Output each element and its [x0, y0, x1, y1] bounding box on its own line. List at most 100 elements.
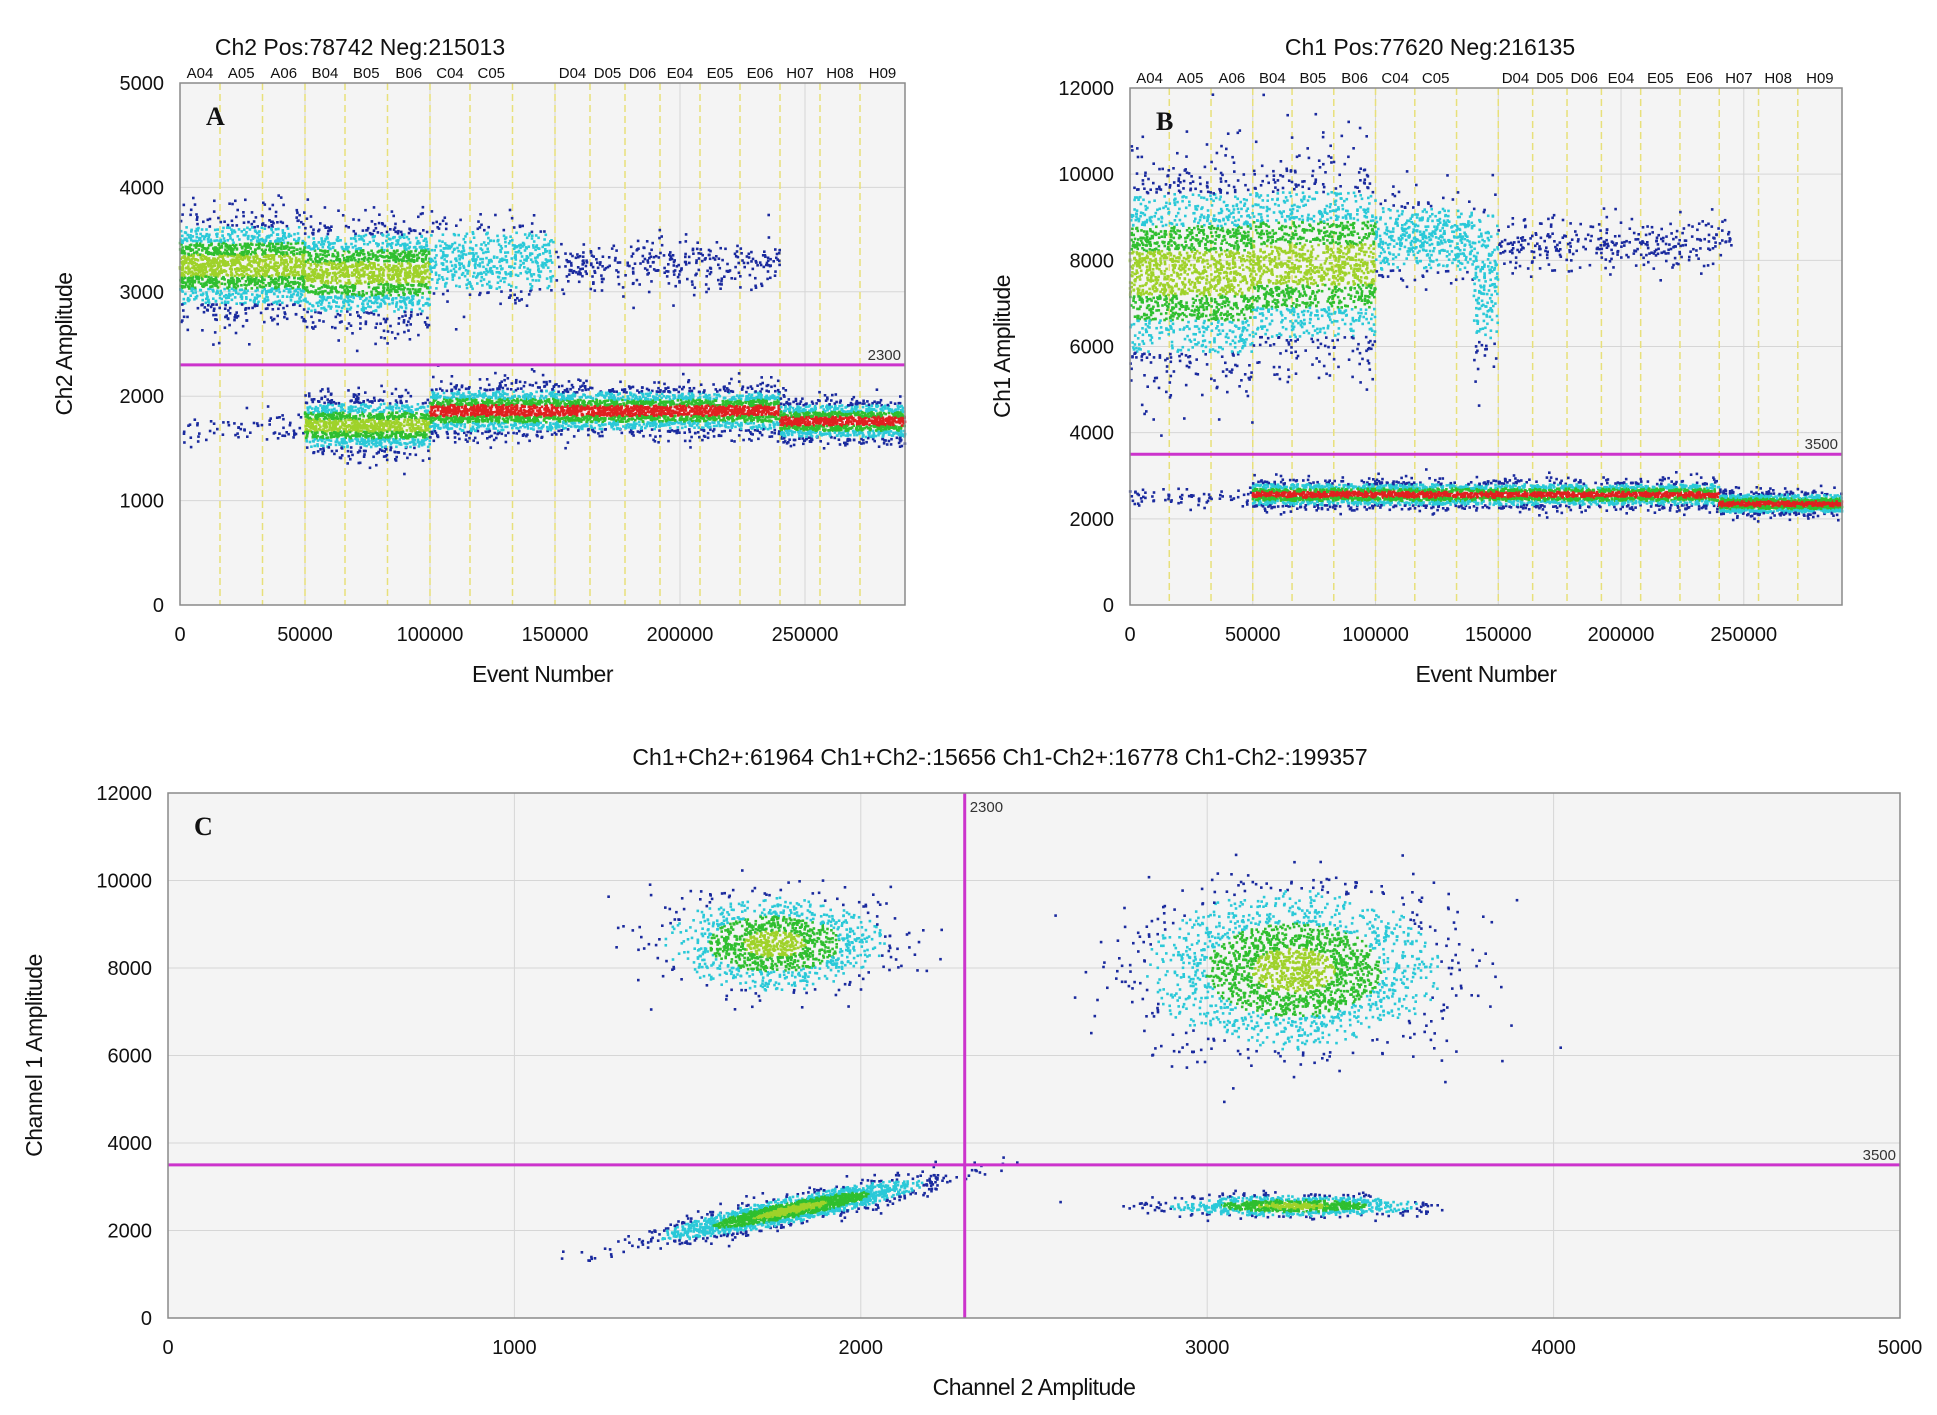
droplet-point	[216, 249, 219, 252]
droplet-point	[240, 296, 243, 299]
droplet-point	[190, 270, 193, 273]
droplet-point	[244, 266, 247, 269]
droplet-point	[251, 278, 254, 281]
droplet-point	[247, 278, 250, 281]
droplet-point	[258, 295, 261, 298]
droplet-point	[221, 270, 224, 273]
droplet-point	[280, 257, 283, 260]
droplet-point	[260, 312, 263, 315]
droplet-point	[291, 271, 294, 274]
droplet-point	[194, 273, 197, 276]
droplet-point	[183, 298, 186, 301]
droplet-point	[292, 274, 295, 277]
droplet-point	[243, 271, 246, 274]
droplet-point	[235, 262, 238, 265]
droplet-point	[249, 247, 252, 250]
droplet-point	[212, 289, 215, 292]
droplet-point	[252, 237, 255, 240]
droplet-point	[227, 317, 230, 320]
droplet-point	[285, 287, 288, 290]
droplet-point	[222, 256, 225, 259]
droplet-point	[235, 283, 238, 286]
droplet-point	[272, 243, 275, 246]
droplet-point	[181, 241, 184, 244]
droplet-point	[192, 197, 195, 200]
droplet-point	[253, 300, 256, 303]
droplet-point	[281, 242, 284, 245]
droplet-point	[208, 236, 211, 239]
droplet-point	[182, 266, 185, 269]
droplet-point	[297, 294, 300, 297]
droplet-point	[223, 288, 226, 291]
droplet-point	[212, 297, 215, 300]
droplet-point	[220, 241, 223, 244]
droplet-point	[243, 228, 246, 231]
droplet-point	[234, 314, 237, 317]
droplet-point	[230, 259, 233, 262]
droplet-point	[298, 237, 301, 240]
droplet-point	[261, 223, 264, 226]
droplet-point	[299, 296, 302, 299]
droplet-point	[201, 303, 204, 306]
droplet-point	[230, 271, 233, 274]
droplet-point	[248, 307, 251, 310]
droplet-point	[207, 241, 210, 244]
droplet-point	[286, 295, 289, 298]
droplet-point	[241, 247, 244, 250]
droplet-point	[205, 228, 208, 231]
droplet-point	[182, 249, 185, 252]
droplet-point	[272, 308, 275, 311]
droplet-point	[232, 281, 235, 284]
droplet-point	[212, 343, 215, 346]
droplet-point	[297, 277, 300, 280]
droplet-point	[227, 302, 230, 305]
droplet-point	[283, 232, 286, 235]
droplet-point	[302, 268, 305, 271]
droplet-point	[188, 268, 191, 271]
droplet-point	[188, 283, 191, 286]
droplet-point	[210, 276, 213, 279]
droplet-point	[209, 218, 212, 221]
droplet-point	[300, 300, 303, 303]
droplet-point	[191, 287, 194, 290]
droplet-point	[292, 281, 295, 284]
droplet-point	[224, 307, 227, 310]
droplet-point	[273, 282, 276, 285]
droplet-point	[220, 221, 223, 224]
droplet-point	[226, 246, 229, 249]
droplet-point	[231, 293, 234, 296]
droplet-point	[292, 293, 295, 296]
droplet-point	[266, 245, 269, 248]
droplet-point	[221, 230, 224, 233]
droplet-point	[254, 248, 257, 251]
droplet-point	[243, 289, 246, 292]
droplet-point	[303, 211, 306, 214]
droplet-point	[285, 245, 288, 248]
droplet-point	[196, 236, 199, 239]
droplet-point	[220, 298, 223, 301]
droplet-point	[249, 299, 252, 302]
droplet-point	[188, 299, 191, 302]
droplet-point	[293, 303, 296, 306]
droplet-point	[279, 247, 282, 250]
droplet-point	[219, 260, 222, 263]
droplet-point	[303, 282, 306, 285]
droplet-point	[216, 235, 219, 238]
droplet-point	[207, 238, 210, 241]
figure: 23000 50000 100000 150000 200000 250000010002…	[0, 0, 1937, 1415]
droplet-point	[213, 240, 216, 243]
droplet-point	[248, 343, 251, 346]
droplet-point	[261, 215, 264, 218]
droplet-point	[241, 230, 244, 233]
droplet-point	[213, 264, 216, 267]
droplet-point	[181, 303, 184, 306]
droplet-point	[227, 239, 230, 242]
droplet-point	[297, 302, 300, 305]
droplet-point	[245, 246, 248, 249]
droplet-point	[193, 261, 196, 264]
droplet-point	[237, 293, 240, 296]
droplet-point	[265, 239, 268, 242]
droplet-point	[212, 303, 215, 306]
droplet-point	[206, 251, 209, 254]
droplet-point	[267, 254, 270, 257]
